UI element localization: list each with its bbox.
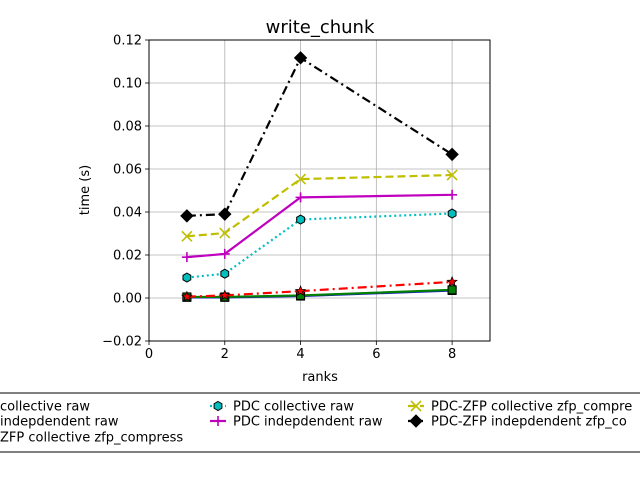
data-point	[445, 147, 459, 162]
data-point	[181, 230, 193, 242]
x-tick-label: 4	[296, 347, 304, 362]
y-tick-label: 0.04	[113, 206, 142, 221]
series-2	[181, 275, 458, 302]
legend-entry: PDC-ZFP indepdendent zfp_co	[408, 414, 627, 430]
data-point	[294, 285, 307, 297]
x-axis-ticks: 0 2 4 6 8	[145, 341, 456, 362]
series-line	[186, 173, 453, 238]
data-point	[447, 189, 458, 200]
legend-entry: PDC collective raw	[210, 400, 354, 415]
data-point	[295, 192, 306, 203]
legend-label: indepdendent raw	[0, 415, 119, 430]
series-line	[186, 56, 453, 217]
data-point	[447, 285, 457, 295]
data-point	[219, 227, 231, 239]
data-point	[218, 207, 232, 221]
legend-entry: indepdendent raw	[0, 415, 119, 430]
legend-label: PDC-ZFP collective zfp_compre	[431, 400, 632, 415]
x-tick-label: 2	[221, 347, 229, 362]
y-tick-label: 0.12	[113, 34, 142, 49]
data-point	[446, 169, 458, 181]
y-axis-label: time (s)	[78, 165, 93, 215]
data-point	[446, 275, 458, 287]
data-point	[180, 209, 194, 223]
y-tick-label: 0.00	[113, 292, 142, 307]
data-point	[294, 173, 307, 185]
series-line	[186, 212, 453, 279]
x-tick-label: 6	[372, 347, 380, 362]
series-line	[186, 288, 453, 299]
data-point	[219, 289, 231, 301]
legend-entry: PDC-ZFP collective zfp_compre	[408, 400, 632, 415]
data-point	[219, 248, 230, 259]
series-line	[186, 193, 453, 259]
data-point	[181, 252, 192, 263]
series-5	[181, 169, 458, 242]
y-tick-label: 0.08	[113, 120, 142, 135]
legend-label: PDC-ZFP indepdendent zfp_co	[431, 415, 627, 430]
legend-entry: collective raw	[0, 400, 90, 415]
y-axis-ticks: −0.02 0.00 0.02 0.04 0.06 0.08 0.10 0.12	[102, 34, 149, 350]
data-point	[296, 214, 305, 225]
legend-entry: ZFP collective zfp_compress	[0, 431, 183, 446]
legend-label: PDC indepdendent raw	[233, 415, 383, 430]
legend-label: ZFP collective zfp_compress	[0, 431, 183, 446]
chart-title: write_chunk	[266, 17, 375, 38]
legend-label: PDC collective raw	[233, 400, 354, 415]
data-point	[220, 268, 230, 279]
plot-area	[148, 39, 491, 342]
y-tick-label: 0.06	[113, 163, 142, 178]
x-tick-label: 0	[145, 347, 153, 362]
series-6	[180, 51, 459, 223]
legend-label: collective raw	[0, 400, 90, 415]
y-tick-label: 0.10	[113, 77, 142, 92]
series-4	[181, 189, 458, 263]
y-tick-label: 0.02	[113, 249, 142, 264]
legend-marker	[213, 416, 223, 426]
data-point	[293, 51, 308, 65]
data-point	[182, 272, 192, 283]
legend-entry: PDC indepdendent raw	[210, 415, 383, 430]
data-point	[447, 208, 457, 219]
legend-marker	[409, 414, 423, 428]
y-tick-label: −0.02	[102, 335, 142, 350]
series-3	[182, 208, 457, 283]
legend-frame	[0, 392, 640, 453]
data-point	[181, 290, 193, 302]
legend-marker	[410, 400, 422, 412]
x-tick-label: 8	[448, 347, 456, 362]
legend-marker	[213, 400, 223, 412]
series-layer	[180, 51, 459, 302]
x-axis-label: ranks	[302, 370, 338, 385]
